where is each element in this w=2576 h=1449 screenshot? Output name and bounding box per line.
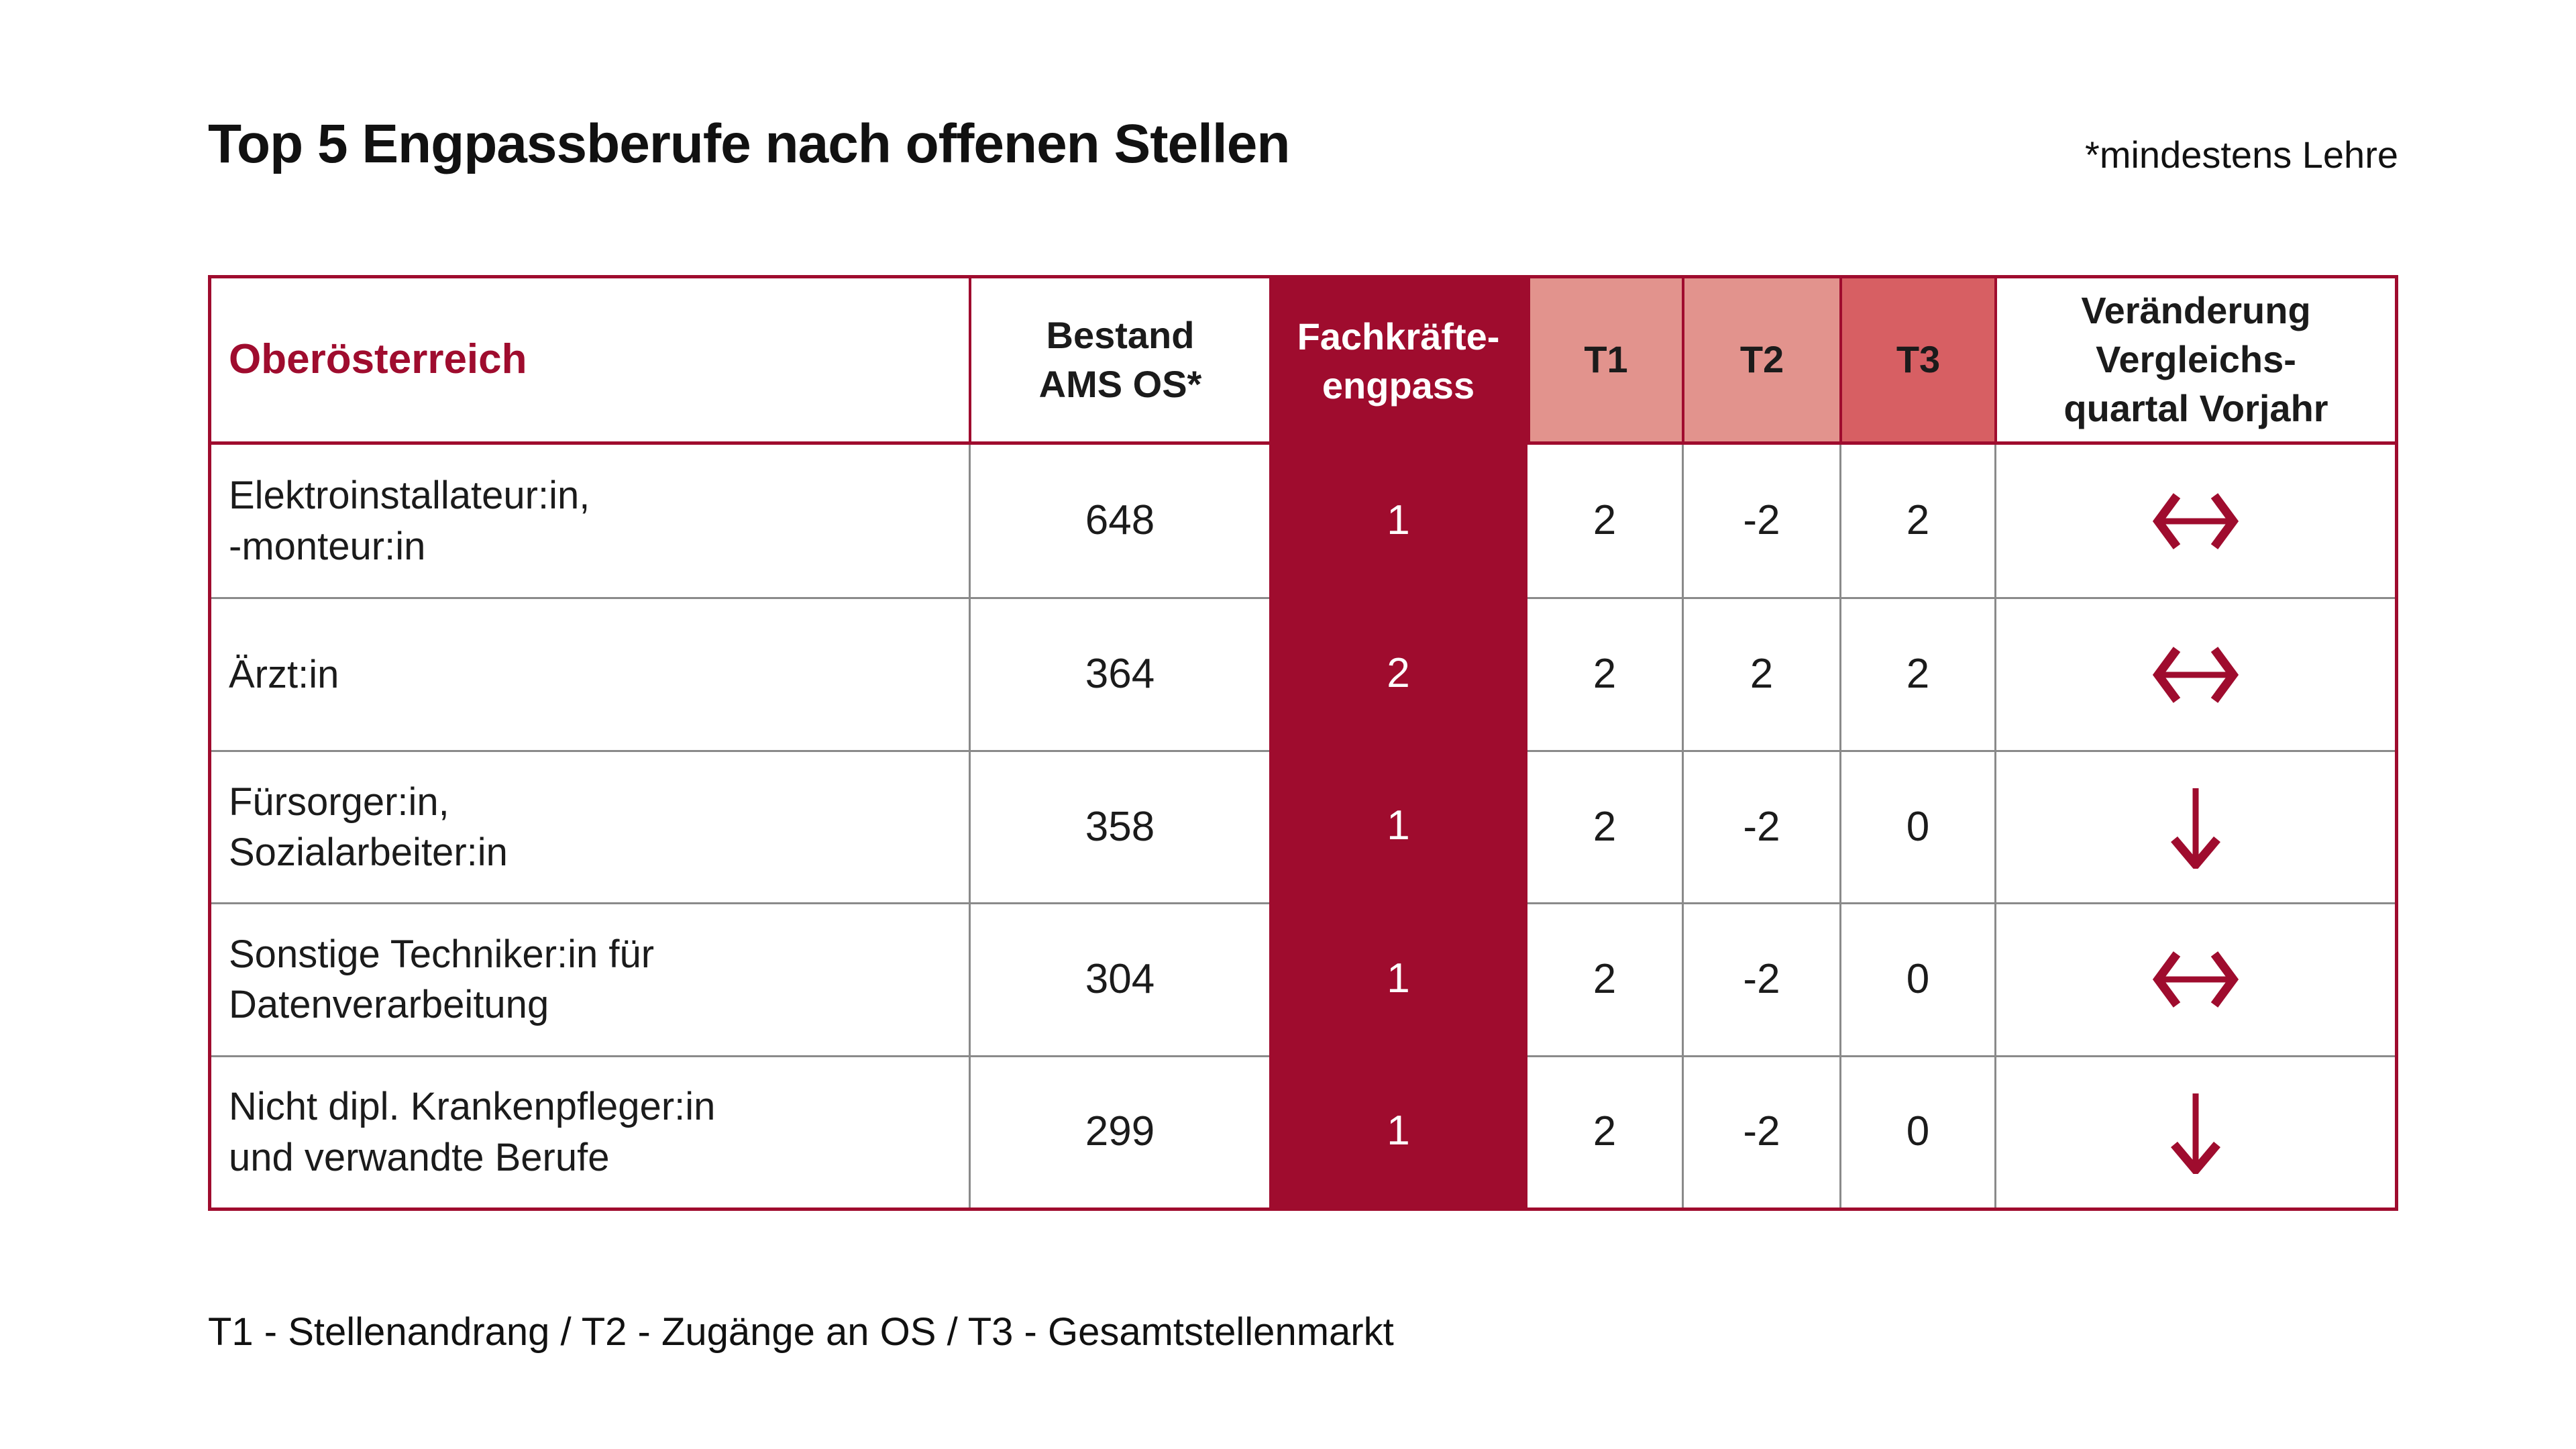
t3-value: 2 (1839, 597, 1994, 750)
bestand-value: 358 (969, 749, 1269, 903)
legend-text: T1 - Stellenandrang / T2 - Zugänge an OS… (208, 1310, 1394, 1354)
engpass-value: 1 (1269, 445, 1527, 598)
down-arrow-icon (2171, 788, 2220, 869)
t3-value: 0 (1839, 1055, 1994, 1208)
left-right-arrow-icon (2152, 951, 2239, 1008)
engpassberufe-table: Oberösterreich Bestand AMS OS* Fachkräft… (208, 275, 2398, 1211)
trend-cell (1994, 902, 2395, 1055)
left-right-arrow-icon (2152, 492, 2239, 549)
engpass-value: 2 (1269, 597, 1527, 750)
occupation-name: Sonstige Techniker:in für Datenverarbeit… (211, 902, 969, 1055)
trend-cell (1994, 597, 2395, 750)
trend-cell (1994, 749, 2395, 903)
t3-value: 2 (1839, 445, 1994, 598)
t2-value: 2 (1682, 597, 1839, 750)
trend-cell (1994, 1055, 2395, 1208)
bestand-value: 304 (969, 902, 1269, 1055)
veraenderung-column-header: Veränderung Vergleichs- quartal Vorjahr (1994, 278, 2395, 445)
down-arrow-icon (2171, 1093, 2220, 1174)
t1-column-header: T1 (1527, 278, 1682, 445)
occupation-name: Fürsorger:in, Sozialarbeiter:in (211, 749, 969, 902)
t2-value: -2 (1682, 445, 1839, 598)
t2-value: -2 (1682, 902, 1839, 1055)
occupation-name: Elektroinstallateur:in, -monteur:in (229, 474, 590, 568)
bestand-value: 648 (969, 445, 1269, 598)
occupation-name: Ärzt:in (211, 597, 969, 749)
t3-value: 0 (1839, 749, 1994, 903)
t1-value: 2 (1527, 749, 1682, 902)
page-title: Top 5 Engpassberufe nach offenen Stellen (208, 113, 1290, 174)
mindestens-lehre-note: *mindestens Lehre (2085, 133, 2398, 176)
engpass-value: 1 (1269, 1055, 1527, 1208)
trend-cell (1994, 445, 2395, 598)
left-right-arrow-icon (2152, 646, 2239, 703)
t2-value: -2 (1682, 1055, 1839, 1208)
engpass-value: 1 (1269, 749, 1527, 903)
t3-column-header: T3 (1839, 278, 1994, 445)
t2-column-header: T2 (1682, 278, 1839, 445)
bestand-value: 364 (969, 597, 1269, 750)
t1-value: 2 (1527, 1055, 1682, 1208)
bestand-column-header: Bestand AMS OS* (969, 278, 1269, 445)
t2-value: -2 (1682, 749, 1839, 903)
fachkraefteengpass-column-header: Fachkräfte- engpass (1269, 278, 1527, 445)
t3-value: 0 (1839, 902, 1994, 1055)
occupation-name: Nicht dipl. Krankenpfleger:in und verwan… (211, 1055, 969, 1208)
engpass-value: 1 (1269, 902, 1527, 1055)
region-header: Oberösterreich (211, 278, 969, 445)
t1-value: 2 (1593, 497, 1617, 544)
bestand-value: 299 (969, 1055, 1269, 1208)
t1-value: 2 (1527, 597, 1682, 749)
t1-value: 2 (1527, 902, 1682, 1055)
